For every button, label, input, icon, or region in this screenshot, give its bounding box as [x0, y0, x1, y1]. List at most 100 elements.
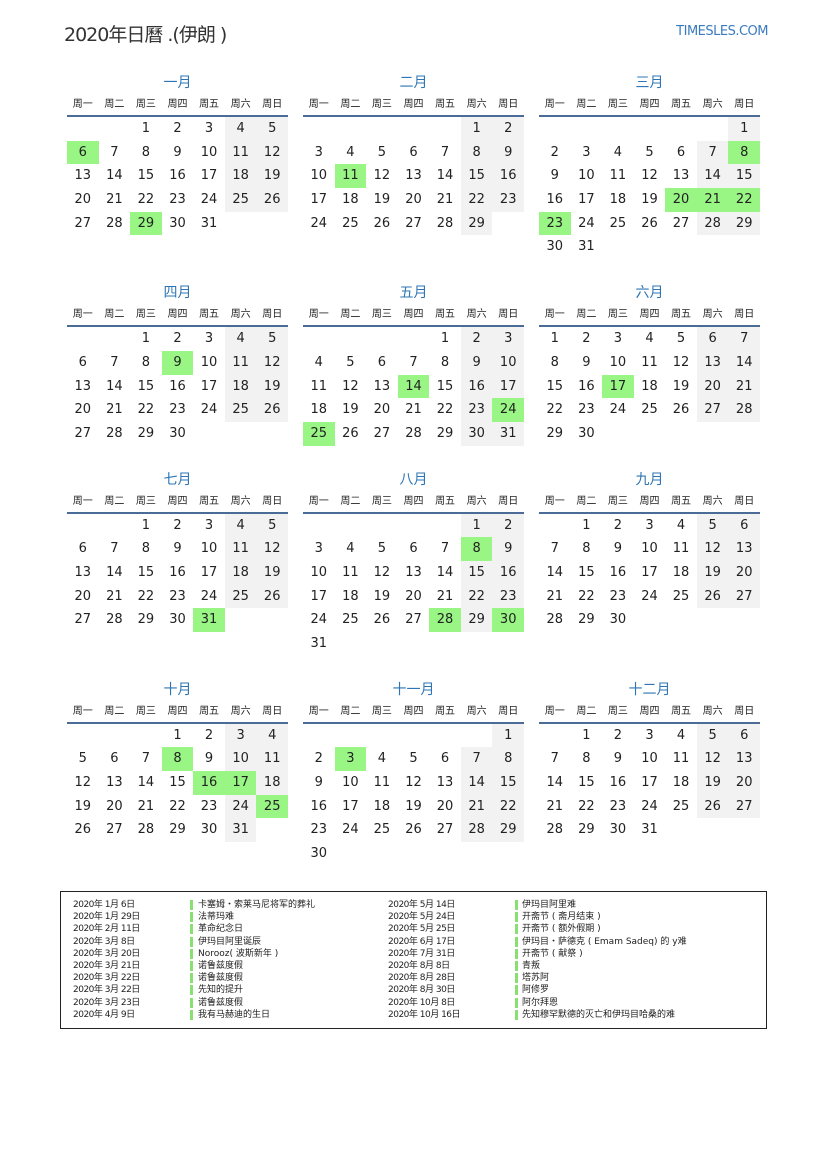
- day-cell[interactable]: 29: [578, 612, 595, 628]
- day-cell[interactable]: 9: [550, 168, 559, 184]
- day-cell[interactable]: 11: [373, 775, 391, 791]
- day-cell[interactable]: 13: [436, 775, 454, 791]
- day-cell[interactable]: 18: [342, 588, 359, 604]
- holiday-day[interactable]: 29: [130, 211, 162, 236]
- day-cell[interactable]: 24: [310, 612, 328, 628]
- day-cell[interactable]: 6: [78, 541, 87, 557]
- day-cell[interactable]: 30: [200, 822, 218, 838]
- day-cell[interactable]: 13: [373, 378, 391, 394]
- day-cell[interactable]: 12: [256, 350, 288, 375]
- day-cell[interactable]: 26: [256, 584, 288, 609]
- day-cell[interactable]: 22: [578, 588, 595, 604]
- day-cell[interactable]: 20: [373, 402, 391, 418]
- day-cell[interactable]: 16: [492, 164, 524, 189]
- day-cell[interactable]: 17: [200, 564, 218, 580]
- holiday-day[interactable]: 11: [334, 164, 367, 189]
- day-cell[interactable]: 30: [460, 421, 493, 446]
- day-cell[interactable]: 1: [460, 117, 493, 141]
- day-cell[interactable]: 24: [641, 798, 658, 814]
- day-cell[interactable]: 10: [641, 541, 658, 557]
- day-cell[interactable]: 15: [137, 378, 155, 394]
- day-cell[interactable]: 18: [641, 378, 658, 394]
- day-cell[interactable]: 11: [310, 378, 328, 394]
- day-cell[interactable]: 19: [256, 374, 288, 399]
- holiday-day[interactable]: 31: [193, 608, 225, 632]
- holiday-day[interactable]: 16: [193, 771, 225, 795]
- day-cell[interactable]: 16: [578, 378, 595, 394]
- day-cell[interactable]: 3: [582, 144, 591, 160]
- day-cell[interactable]: 22: [546, 402, 564, 418]
- day-cell[interactable]: 30: [169, 425, 186, 441]
- day-cell[interactable]: 5: [256, 513, 288, 538]
- day-cell[interactable]: 5: [696, 513, 729, 538]
- day-cell[interactable]: 7: [110, 354, 119, 370]
- day-cell[interactable]: 12: [641, 168, 658, 184]
- day-cell[interactable]: 20: [728, 771, 760, 795]
- day-cell[interactable]: 7: [141, 751, 151, 767]
- day-cell[interactable]: 9: [173, 541, 182, 557]
- day-cell[interactable]: 22: [137, 588, 155, 604]
- day-cell[interactable]: 14: [106, 378, 123, 394]
- day-cell[interactable]: 18: [224, 374, 257, 399]
- day-cell[interactable]: 5: [256, 117, 288, 141]
- day-cell[interactable]: 19: [696, 560, 729, 585]
- day-cell[interactable]: 17: [310, 588, 328, 604]
- day-cell[interactable]: 9: [613, 751, 623, 767]
- day-cell[interactable]: 3: [645, 727, 654, 743]
- day-cell[interactable]: 27: [106, 822, 123, 838]
- day-cell[interactable]: 6: [377, 354, 387, 370]
- day-cell[interactable]: 13: [728, 747, 760, 772]
- day-cell[interactable]: 10: [641, 751, 658, 767]
- day-cell[interactable]: 19: [74, 798, 92, 814]
- day-cell[interactable]: 2: [460, 327, 493, 351]
- day-cell[interactable]: 14: [106, 168, 123, 184]
- day-cell[interactable]: 11: [224, 537, 257, 561]
- day-cell[interactable]: 21: [137, 798, 155, 814]
- day-cell[interactable]: 13: [74, 378, 92, 394]
- day-cell[interactable]: 22: [460, 584, 493, 609]
- day-cell[interactable]: 6: [676, 144, 686, 160]
- day-cell[interactable]: 19: [696, 771, 729, 795]
- day-cell[interactable]: 17: [310, 192, 328, 208]
- day-cell[interactable]: 14: [106, 564, 123, 580]
- day-cell[interactable]: 9: [314, 775, 323, 791]
- day-cell[interactable]: 20: [74, 192, 92, 208]
- day-cell[interactable]: 21: [546, 588, 564, 604]
- day-cell[interactable]: 15: [137, 564, 155, 580]
- day-cell[interactable]: 5: [377, 541, 387, 557]
- day-cell[interactable]: 31: [224, 818, 257, 843]
- day-cell[interactable]: 3: [204, 121, 214, 136]
- day-cell[interactable]: 28: [546, 612, 564, 628]
- day-cell[interactable]: 14: [546, 564, 564, 580]
- day-cell[interactable]: 26: [696, 584, 729, 609]
- day-cell[interactable]: 1: [492, 723, 524, 748]
- day-cell[interactable]: 25: [342, 215, 359, 231]
- day-cell[interactable]: 8: [492, 747, 524, 772]
- day-cell[interactable]: 15: [436, 378, 454, 394]
- day-cell[interactable]: 22: [137, 402, 155, 418]
- day-cell[interactable]: 26: [696, 794, 729, 819]
- day-cell[interactable]: 5: [696, 723, 729, 748]
- day-cell[interactable]: 16: [310, 798, 328, 814]
- day-cell[interactable]: 19: [256, 560, 288, 585]
- day-cell[interactable]: 23: [492, 188, 524, 212]
- day-cell[interactable]: 2: [314, 751, 323, 767]
- day-cell[interactable]: 7: [440, 144, 450, 160]
- day-cell[interactable]: 30: [609, 612, 627, 628]
- day-cell[interactable]: 7: [440, 541, 450, 557]
- day-cell[interactable]: 8: [582, 751, 591, 767]
- holiday-day[interactable]: 21: [696, 188, 729, 212]
- day-cell[interactable]: 11: [672, 541, 690, 557]
- day-cell[interactable]: 15: [578, 564, 595, 580]
- day-cell[interactable]: 21: [405, 402, 422, 418]
- day-cell[interactable]: 28: [106, 612, 123, 628]
- day-cell[interactable]: 4: [314, 354, 323, 370]
- day-cell[interactable]: 21: [436, 588, 454, 604]
- day-cell[interactable]: 23: [578, 402, 595, 418]
- day-cell[interactable]: 10: [310, 168, 328, 184]
- day-cell[interactable]: 13: [106, 775, 123, 791]
- day-cell[interactable]: 28: [106, 425, 123, 441]
- day-cell[interactable]: 22: [436, 402, 454, 418]
- holiday-day[interactable]: 22: [728, 188, 760, 212]
- day-cell[interactable]: 4: [346, 144, 355, 160]
